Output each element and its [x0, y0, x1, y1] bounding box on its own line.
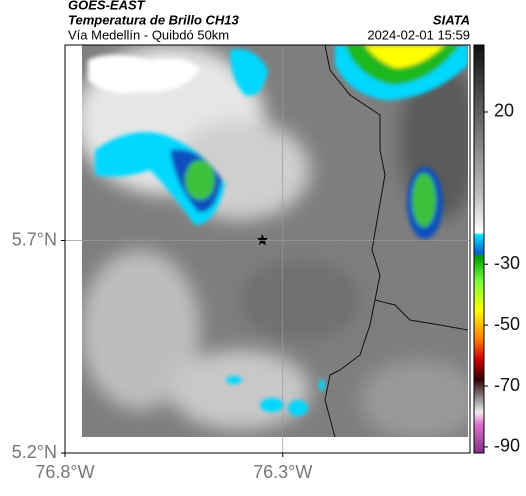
source: SIATA: [433, 12, 470, 27]
location-marker: [257, 234, 268, 245]
x-tick-label: 76.8°W: [35, 462, 94, 482]
datetime: 2024-02-01 15:59: [367, 27, 470, 42]
colorbar-tick-label: -70: [494, 375, 520, 395]
colorbar-tick-label: -50: [494, 314, 520, 334]
y-tick-label: 5.2°N: [12, 442, 57, 462]
colorbar-tick-label: 20: [494, 101, 514, 121]
satellite-name: GOES-EAST: [68, 0, 146, 12]
colorbar-tick-label: -90: [494, 436, 520, 456]
satellite-image: [82, 45, 468, 437]
x-tick-label: 76.3°W: [253, 462, 312, 482]
map-frame: [64, 44, 471, 454]
colorbar-tick-label: -30: [494, 253, 520, 273]
subtitle: Vía Medellín - Quibdó 50km: [68, 27, 229, 42]
colorbar: [473, 44, 485, 454]
title: Temperatura de Brillo CH13: [68, 12, 240, 27]
y-tick-label: 5.7°N: [12, 229, 57, 249]
borders: [324, 45, 468, 437]
